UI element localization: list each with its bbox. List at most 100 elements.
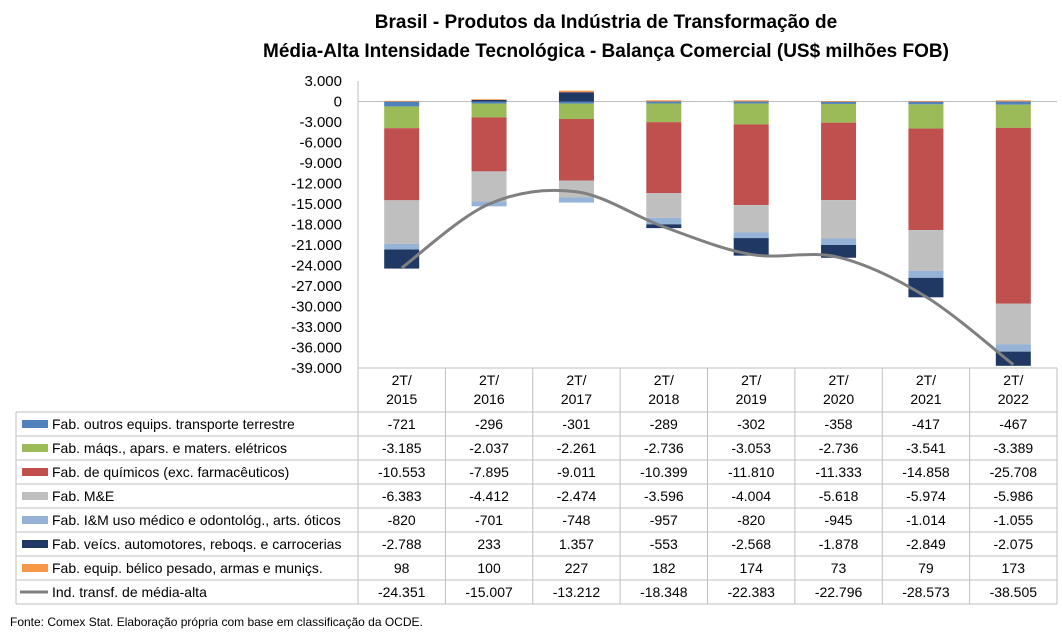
- bar-segment-s0-c4: [733, 101, 769, 104]
- legend-key-6: [22, 564, 48, 572]
- table-value-r7-c1: -15.007: [465, 584, 513, 600]
- table-value-r3-c2: -2.474: [557, 488, 597, 504]
- table-value-r7-c0: -24.351: [378, 584, 426, 600]
- table-value-r2-c1: -7.895: [469, 464, 509, 480]
- y-tick-label: -3.000: [299, 114, 342, 131]
- y-tick-label: -21.000: [291, 237, 342, 254]
- chart-title-line-2: Média-Alta Intensidade Tecnológica - Bal…: [263, 41, 949, 62]
- table-value-r5-c5: -1.878: [819, 536, 859, 552]
- bar-segment-s1-c7: [995, 104, 1031, 128]
- bar-segment-s6-c5: [821, 101, 857, 102]
- table-value-r4-c3: -957: [650, 512, 678, 528]
- legend-label-4: Fab. I&M uso médico e odontológ., arts. …: [52, 512, 341, 528]
- total-line: [400, 188, 1015, 366]
- bar-segment-s1-c1: [471, 103, 507, 118]
- table-value-r1-c3: -2.736: [644, 440, 684, 456]
- legend-label-6: Fab. equip. bélico pesado, armas e muniç…: [52, 560, 323, 576]
- bar-segment-s1-c4: [733, 103, 769, 125]
- bar-segment-s5-c0: [384, 249, 420, 269]
- legend-key-4: [22, 516, 48, 524]
- table-value-r7-c4: -22.383: [727, 584, 775, 600]
- table-value-r1-c1: -2.037: [469, 440, 509, 456]
- category-label: 2T/: [566, 372, 586, 388]
- bar-segment-s6-c2: [558, 90, 594, 93]
- category-label: 2T/: [828, 372, 848, 388]
- legend-key-1: [22, 444, 48, 452]
- category-label: 2T/: [741, 372, 761, 388]
- table-value-r1-c0: -3.185: [382, 440, 422, 456]
- bar-segment-s0-c5: [821, 101, 857, 104]
- bar-segment-s2-c2: [558, 119, 594, 181]
- category-label: 2T/: [479, 372, 499, 388]
- legend-label-3: Fab. M&E: [52, 488, 114, 504]
- table-value-r4-c4: -820: [737, 512, 765, 528]
- bar-segment-s4-c3: [646, 217, 682, 225]
- bar-segment-s5-c6: [908, 277, 944, 298]
- category-label: 2018: [648, 391, 679, 407]
- table-value-r5-c2: 1.357: [559, 536, 594, 552]
- table-value-r6-c5: 73: [831, 560, 847, 576]
- bar-segment-s2-c0: [384, 128, 420, 201]
- source-note: Fonte: Comex Stat. Elaboração própria co…: [10, 615, 423, 629]
- table-value-r2-c5: -11.333: [815, 464, 862, 480]
- y-tick-label: -39.000: [291, 360, 342, 377]
- table-value-r1-c5: -2.736: [819, 440, 859, 456]
- bar-segment-s2-c4: [733, 124, 769, 206]
- table-value-r3-c0: -6.383: [382, 488, 422, 504]
- table-value-r0-c7: -467: [999, 416, 1027, 432]
- bar-segment-s4-c5: [821, 238, 857, 245]
- table-value-r7-c2: -13.212: [553, 584, 601, 600]
- table-value-r4-c2: -748: [562, 512, 590, 528]
- category-label: 2020: [823, 391, 854, 407]
- chart-title: Brasil - Produtos da Indústria de Transf…: [0, 8, 1062, 66]
- table-value-r1-c2: -2.261: [557, 440, 597, 456]
- legend-label-5: Fab. veícs. automotores, reboqs. e carro…: [52, 536, 341, 552]
- bar-segment-s5-c2: [558, 92, 594, 102]
- table-value-r5-c0: -2.788: [382, 536, 422, 552]
- y-tick-label: -6.000: [299, 135, 342, 152]
- y-tick-label: -12.000: [291, 176, 342, 193]
- table-value-r3-c3: -3.596: [644, 488, 684, 504]
- bar-segment-s6-c7: [995, 100, 1031, 102]
- category-label: 2015: [386, 391, 417, 407]
- bar-segment-s3-c0: [384, 200, 420, 244]
- table-value-r3-c7: -5.986: [993, 488, 1033, 504]
- bar-segment-s2-c5: [821, 122, 857, 201]
- bar-segment-s4-c6: [908, 270, 944, 278]
- y-tick-label: -9.000: [299, 155, 342, 172]
- bar-segment-s3-c6: [908, 230, 944, 271]
- legend-key-0: [22, 420, 48, 428]
- category-label: 2016: [473, 391, 504, 407]
- table-value-r5-c3: -553: [650, 536, 678, 552]
- category-label: 2022: [998, 391, 1029, 407]
- legend-label-2: Fab. de químicos (exc. farmacêuticos): [52, 464, 289, 480]
- y-tick-label: -15.000: [291, 196, 342, 213]
- chart-title-line-1: Brasil - Produtos da Indústria de Transf…: [374, 12, 838, 33]
- table-value-r4-c6: -1.014: [906, 512, 946, 528]
- bar-segment-s6-c3: [646, 100, 682, 102]
- table-value-r3-c6: -5.974: [906, 488, 946, 504]
- bar-segment-s6-c1: [471, 99, 507, 101]
- table-value-r2-c6: -14.858: [902, 464, 950, 480]
- bar-segment-s2-c3: [646, 122, 682, 194]
- bar-segment-s6-c0: [384, 100, 420, 102]
- table-value-r7-c6: -28.573: [902, 584, 950, 600]
- y-tick-label: 0: [334, 94, 342, 111]
- table-value-r5-c4: -2.568: [731, 536, 771, 552]
- legend-key-5: [22, 540, 48, 548]
- legend-label-7: Ind. transf. de média-alta: [52, 584, 207, 600]
- table-value-r1-c6: -3.541: [906, 440, 946, 456]
- table-value-r6-c2: 227: [565, 560, 589, 576]
- table-value-r2-c2: -9.011: [557, 464, 596, 480]
- bar-segment-s5-c7: [995, 351, 1031, 366]
- table-value-r7-c5: -22.796: [815, 584, 863, 600]
- table-value-r5-c6: -2.849: [906, 536, 946, 552]
- category-label: 2021: [910, 391, 941, 407]
- table-value-r2-c0: -10.553: [378, 464, 426, 480]
- y-tick-label: -27.000: [291, 278, 342, 295]
- y-tick-label: -36.000: [291, 340, 342, 357]
- table-value-r5-c7: -2.075: [993, 536, 1033, 552]
- legend-label-0: Fab. outros equips. transporte terrestre: [52, 416, 295, 432]
- y-tick-label: -33.000: [291, 319, 342, 336]
